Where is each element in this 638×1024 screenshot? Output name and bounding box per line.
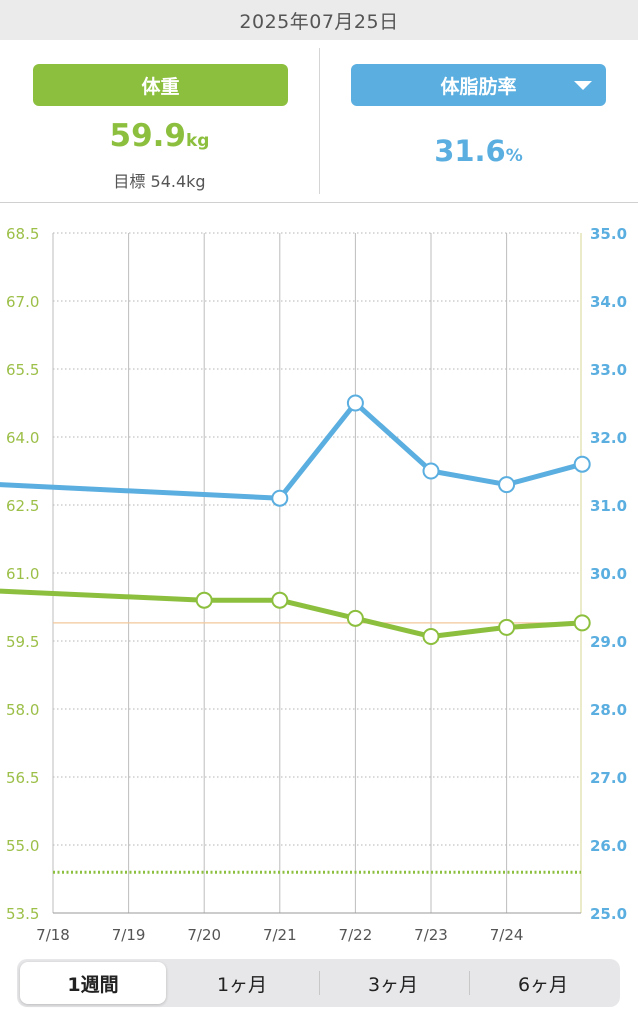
x-tick-label: 7/23 (414, 926, 448, 944)
body-fat-point (573, 455, 591, 473)
summary-divider (319, 48, 320, 194)
weight-line (0, 588, 585, 639)
left-tick-label: 58.0 (6, 701, 39, 719)
weight-point (422, 627, 440, 645)
weight-unit: kg (186, 131, 210, 151)
left-tick-label: 67.0 (6, 293, 39, 311)
body-fat-line (0, 400, 585, 501)
left-tick-label: 64.0 (6, 429, 39, 447)
right-tick-label: 33.0 (590, 361, 627, 379)
right-tick-label: 25.0 (590, 905, 627, 923)
body-fat-value: 31.6% (319, 134, 638, 168)
date-header: 2025年07月25日 (0, 0, 638, 40)
weight-point (346, 609, 364, 627)
body-fat-dropdown-label: 体脂肪率 (440, 75, 517, 98)
x-tick-label: 7/21 (263, 926, 297, 944)
right-tick-label: 26.0 (590, 837, 627, 855)
tab-1-week[interactable]: 1週間 (20, 962, 166, 1004)
caret-down-icon (574, 81, 592, 90)
weight-point (271, 591, 289, 609)
x-tick-label: 7/24 (490, 926, 524, 944)
right-tick-label: 28.0 (590, 701, 627, 719)
left-tick-label: 68.5 (6, 225, 39, 243)
weight-value: 59.9kg (0, 118, 319, 154)
right-tick-label: 34.0 (590, 293, 627, 311)
weight-point (498, 618, 516, 636)
left-tick-label: 55.0 (6, 837, 39, 855)
tab-separator (319, 971, 320, 995)
tab-separator (469, 971, 470, 995)
right-tick-label: 31.0 (590, 497, 627, 515)
left-tick-label: 61.0 (6, 565, 39, 583)
tab-label: 6ヶ月 (517, 973, 569, 996)
tab-3-months[interactable]: 3ヶ月 (320, 962, 466, 1004)
x-tick-label: 7/20 (187, 926, 221, 944)
body-fat-point (346, 394, 364, 412)
right-tick-label: 32.0 (590, 429, 627, 447)
left-tick-label: 56.5 (6, 769, 39, 787)
body-fat-unit: % (505, 146, 523, 166)
weight-button-label: 体重 (141, 75, 180, 98)
weight-point (195, 591, 213, 609)
weight-point (573, 614, 591, 632)
right-tick-label: 30.0 (590, 565, 627, 583)
weight-fat-chart: 68.5 67.0 65.5 64.0 62.5 61.0 59.5 58.0 56.5 55.0… (0, 225, 627, 944)
tab-label: 1ヶ月 (216, 973, 268, 996)
target-value: 54.4kg (150, 172, 206, 191)
weight-button[interactable]: 体重 (33, 64, 288, 106)
body-fat-dropdown[interactable]: 体脂肪率 (351, 64, 606, 106)
x-tick-label: 7/22 (339, 926, 373, 944)
body-fat-point (422, 462, 440, 480)
left-tick-label: 59.5 (6, 633, 39, 651)
tab-1-month[interactable]: 1ヶ月 (169, 962, 315, 1004)
weight-number: 59.9 (109, 118, 187, 154)
tab-label: 3ヶ月 (367, 973, 419, 996)
left-tick-label: 65.5 (6, 361, 39, 379)
left-tick-label: 62.5 (6, 497, 39, 515)
right-tick-label: 27.0 (590, 769, 627, 787)
right-tick-label: 29.0 (590, 633, 627, 651)
period-tabs: 1週間 1ヶ月 3ヶ月 6ヶ月 (17, 959, 620, 1007)
tab-6-months[interactable]: 6ヶ月 (470, 962, 616, 1004)
tab-label: 1週間 (67, 973, 119, 996)
body-fat-point (498, 476, 516, 494)
date-label: 2025年07月25日 (239, 10, 399, 33)
body-fat-number: 31.6 (434, 134, 506, 168)
target-label: 目標 (113, 172, 146, 191)
x-tick-label: 7/18 (36, 926, 70, 944)
body-fat-point (271, 489, 289, 507)
left-tick-label: 53.5 (6, 905, 39, 923)
target-weight: 目標 54.4kg (0, 168, 319, 192)
x-tick-label: 7/19 (112, 926, 146, 944)
right-tick-label: 35.0 (590, 225, 627, 243)
